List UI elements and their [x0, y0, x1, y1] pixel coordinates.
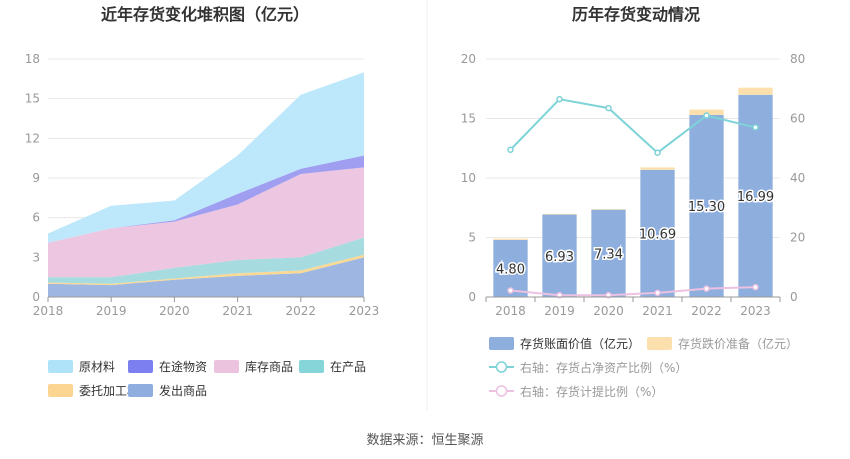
left-x-tick-label: 2019	[96, 304, 127, 318]
bar-line-chart: 历年存货变动情况 0 5 10 15 20 0 20 40 60 80 4.80 6.93 7.34 1…	[461, 5, 806, 399]
right-legend-swatch	[647, 337, 672, 350]
area-series-0	[48, 257, 364, 297]
reserve-bar	[591, 209, 626, 210]
left-y-tick-label: 0	[32, 290, 40, 304]
left-y-tick-label: 15	[25, 92, 40, 106]
bar-value-label: 15.30	[688, 200, 725, 215]
left-y-tick-label: 6	[32, 211, 40, 225]
area-series-2	[48, 237, 364, 284]
bar-value-label: 10.69	[639, 227, 676, 242]
line-series-0-point	[654, 149, 661, 156]
right-x-tick-label: 2020	[593, 304, 624, 318]
line-series-1-point	[654, 289, 661, 297]
left-legend-swatch	[48, 384, 73, 397]
inventory-bar	[689, 114, 724, 298]
right-legend-label: 存货跌价准备（亿元）	[678, 336, 798, 351]
right-legend-swatch	[489, 337, 514, 350]
inventory-bar	[640, 169, 675, 297]
area-series-3	[48, 167, 364, 278]
reserve-bar	[738, 87, 773, 95]
area-series-4	[48, 155, 364, 243]
right-legend: 存货账面价值（亿元） 存货跌价准备（亿元） 右轴：存货占净资产比例（%） 右轴：存货计…	[489, 336, 798, 399]
right-chart-title: 历年存货变动情况	[572, 5, 700, 24]
left-x-tick-label: 2022	[286, 304, 317, 318]
right-x-tick-label: 2023	[740, 304, 771, 318]
right-legend-marker	[495, 361, 508, 373]
line-series-0-point	[752, 124, 759, 131]
left-y-tick-label: 18	[25, 52, 40, 66]
right-left-axis-tick-label: 15	[461, 112, 476, 126]
left-legend-swatch	[48, 360, 73, 373]
reserve-bar	[689, 109, 724, 115]
left-x-axis: 2018 2019 2020 2021 2022 2023	[33, 296, 380, 318]
inventory-bar	[591, 209, 626, 297]
area-series-5	[48, 72, 364, 243]
line-series-1-point	[605, 291, 612, 299]
right-right-axis-tick-label: 80	[790, 52, 805, 66]
line-series-1-point	[752, 283, 759, 291]
bar-value-label: 16.99	[737, 190, 774, 205]
bar-value-label: 4.80	[496, 262, 525, 277]
right-y-tick-labels: 0 5 10 15 20 0 20 40 60 80	[461, 52, 806, 304]
right-bars: 4.80 6.93 7.34 10.69 15.30 16.99	[493, 87, 776, 298]
bar-value-label: 6.93	[545, 250, 574, 265]
bar-value-label: 7.34	[594, 247, 623, 262]
left-legend-label: 在途物资	[159, 359, 207, 374]
right-left-axis-tick-label: 5	[468, 231, 476, 245]
right-right-axis-tick-label: 0	[790, 290, 798, 304]
right-right-axis-tick-label: 20	[790, 231, 805, 245]
source-note: 数据来源：恒生聚源	[366, 433, 483, 448]
left-y-tick-labels: 0 3 6 9 12 15 18	[25, 52, 40, 304]
left-x-tick-label: 2023	[349, 304, 380, 318]
left-legend-swatch	[214, 360, 239, 373]
left-x-tick-label: 2018	[33, 304, 64, 318]
line-series-0-point	[507, 146, 514, 153]
left-y-tick-label: 3	[32, 250, 40, 264]
right-right-axis-tick-label: 60	[790, 112, 805, 126]
right-x-axis: 2018 2019 2020 2021 2022 2023	[485, 296, 781, 318]
right-gridlines	[486, 58, 780, 298]
left-legend-swatch	[299, 360, 324, 373]
left-area-series	[48, 72, 364, 297]
left-y-tick-label: 9	[32, 171, 40, 185]
right-lines	[507, 95, 759, 299]
right-x-tick-label: 2021	[642, 304, 673, 318]
right-legend-label: 存货账面价值（亿元）	[520, 336, 640, 351]
reserve-bar	[542, 213, 577, 215]
reserve-bar	[493, 238, 528, 240]
line-series-1-point	[556, 291, 563, 299]
line-series-0-point	[605, 104, 612, 112]
right-left-axis-tick-label: 10	[461, 171, 476, 185]
right-right-axis-tick-label: 40	[790, 171, 805, 185]
line-series-0	[509, 98, 756, 155]
left-x-tick-label: 2021	[222, 304, 253, 318]
left-chart-title: 近年存货变化堆积图（亿元）	[101, 5, 309, 24]
right-left-axis-tick-label: 0	[468, 290, 476, 304]
right-legend-marker	[495, 385, 508, 397]
line-series-1-point	[703, 285, 710, 292]
left-x-tick-label: 2020	[159, 304, 190, 318]
left-legend-label: 在产品	[330, 360, 366, 374]
left-y-tick-label: 12	[25, 131, 40, 145]
inventory-bar	[542, 214, 577, 297]
right-x-tick-label: 2022	[691, 304, 722, 318]
right-x-tick-label: 2018	[495, 304, 526, 318]
line-series-1-point	[507, 287, 514, 294]
left-legend-swatch	[128, 360, 153, 373]
right-legend-label: 右轴：存货占净资产比例（%）	[520, 360, 687, 375]
left-legend-swatch	[128, 384, 153, 397]
reserve-bar	[640, 167, 675, 170]
line-series-1	[510, 286, 756, 297]
right-left-axis-tick-label: 20	[461, 52, 476, 66]
left-legend-label: 发出商品	[159, 383, 207, 398]
left-legend-label: 原材料	[79, 360, 115, 374]
line-series-0-point	[703, 112, 710, 119]
left-legend-label: 库存商品	[245, 359, 293, 374]
stacked-area-chart: 近年存货变化堆积图（亿元） 0 3 6 9 12 15 18 2018 2019 2020 202…	[25, 5, 380, 398]
right-x-tick-label: 2019	[544, 304, 575, 318]
line-series-0-point	[556, 95, 563, 103]
right-legend-label: 右轴：存货计提比例（%）	[520, 384, 663, 399]
